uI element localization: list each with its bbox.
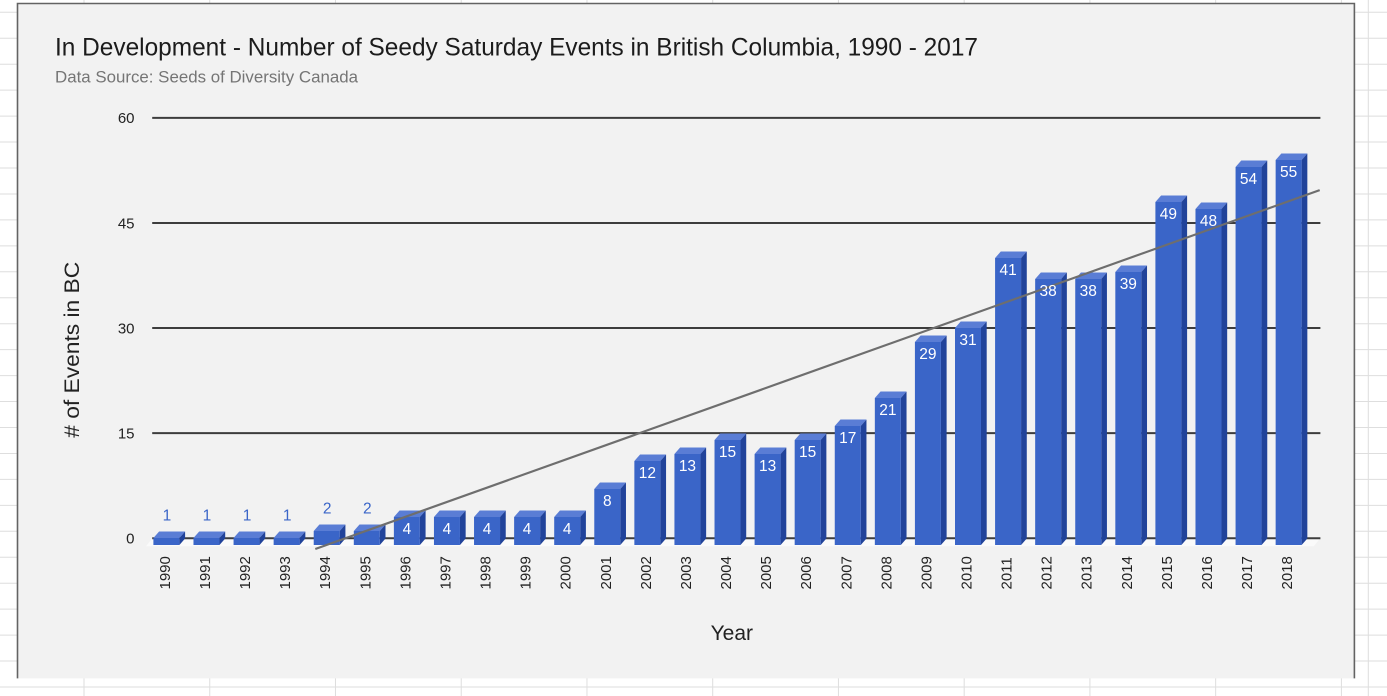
svg-text:4: 4 [563, 521, 572, 538]
svg-text:2001: 2001 [598, 556, 615, 589]
svg-text:1: 1 [243, 508, 252, 525]
svg-text:4: 4 [523, 521, 532, 538]
svg-text:15: 15 [799, 444, 816, 461]
svg-text:1991: 1991 [197, 556, 214, 589]
svg-text:1: 1 [163, 508, 172, 525]
svg-text:2009: 2009 [918, 556, 935, 589]
svg-text:29: 29 [919, 346, 936, 363]
svg-text:# of Events in BC: # of Events in BC [61, 262, 84, 438]
svg-text:2011: 2011 [999, 557, 1016, 589]
svg-text:1995: 1995 [357, 556, 374, 589]
svg-text:31: 31 [959, 332, 976, 349]
svg-text:55: 55 [1280, 164, 1297, 181]
svg-text:49: 49 [1160, 206, 1177, 223]
svg-text:2010: 2010 [959, 556, 976, 589]
svg-text:54: 54 [1240, 171, 1258, 188]
svg-text:2006: 2006 [798, 556, 815, 589]
svg-text:2004: 2004 [718, 556, 735, 589]
svg-text:13: 13 [679, 458, 696, 475]
svg-text:Data Source: Seeds of Diversit: Data Source: Seeds of Diversity Canada [55, 68, 359, 87]
svg-text:15: 15 [118, 426, 135, 443]
svg-text:1996: 1996 [397, 556, 414, 589]
svg-text:2017: 2017 [1239, 556, 1256, 589]
svg-text:13: 13 [759, 458, 776, 475]
svg-text:In Development - Number of See: In Development - Number of Seedy Saturda… [55, 34, 978, 62]
svg-text:38: 38 [1080, 283, 1097, 300]
svg-text:2013: 2013 [1079, 556, 1096, 589]
svg-text:2008: 2008 [878, 556, 895, 589]
svg-text:38: 38 [1040, 283, 1057, 300]
svg-text:30: 30 [118, 320, 135, 337]
svg-text:1: 1 [283, 508, 292, 525]
svg-text:2007: 2007 [838, 556, 855, 589]
svg-text:1993: 1993 [277, 556, 294, 589]
svg-text:1: 1 [203, 508, 212, 525]
svg-text:1990: 1990 [157, 556, 174, 589]
svg-text:2003: 2003 [678, 556, 695, 589]
svg-text:Year: Year [711, 622, 753, 645]
svg-text:2014: 2014 [1119, 556, 1136, 589]
svg-text:1992: 1992 [237, 556, 254, 589]
svg-text:1994: 1994 [317, 556, 334, 589]
svg-text:8: 8 [603, 493, 612, 510]
svg-text:48: 48 [1200, 213, 1217, 230]
svg-text:2: 2 [323, 501, 332, 518]
svg-text:1999: 1999 [518, 556, 535, 589]
svg-text:2012: 2012 [1039, 556, 1056, 589]
svg-text:4: 4 [403, 521, 412, 538]
svg-text:0: 0 [126, 531, 134, 548]
svg-text:2: 2 [363, 501, 372, 518]
svg-text:2016: 2016 [1199, 556, 1216, 589]
svg-text:4: 4 [483, 521, 492, 538]
svg-text:1998: 1998 [478, 556, 495, 589]
svg-text:2000: 2000 [558, 556, 575, 589]
svg-text:2002: 2002 [638, 556, 655, 589]
svg-text:12: 12 [639, 465, 656, 482]
svg-text:60: 60 [118, 110, 135, 127]
svg-text:2018: 2018 [1279, 556, 1296, 589]
svg-text:15: 15 [719, 444, 736, 461]
svg-text:2015: 2015 [1159, 556, 1176, 589]
svg-text:21: 21 [879, 402, 896, 419]
svg-text:39: 39 [1120, 276, 1137, 293]
svg-text:2005: 2005 [758, 556, 775, 589]
svg-text:17: 17 [839, 430, 856, 447]
svg-text:1997: 1997 [437, 556, 454, 589]
svg-text:41: 41 [999, 262, 1016, 279]
svg-text:45: 45 [118, 215, 135, 232]
svg-text:4: 4 [443, 521, 452, 538]
